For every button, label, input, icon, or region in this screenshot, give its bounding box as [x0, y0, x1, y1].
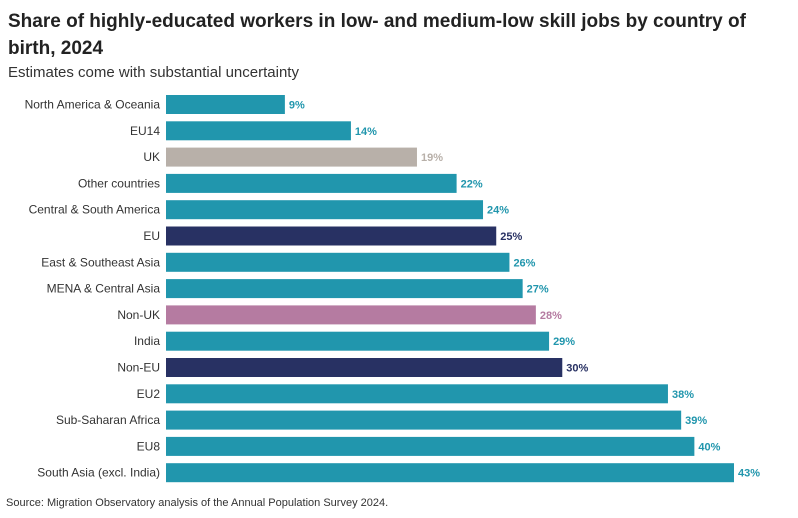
value-label-eu8: 40% [698, 441, 720, 453]
bar-eu [166, 226, 497, 246]
category-label-eu14: EU14 [130, 124, 160, 138]
value-label-india: 29% [553, 336, 575, 348]
value-label-east-southeast-asia: 26% [513, 257, 535, 269]
value-label-eu2: 38% [672, 389, 694, 401]
value-label-sub-saharan-africa: 39% [685, 415, 707, 427]
category-label-eu: EU [143, 229, 160, 243]
category-label-eu8: EU8 [137, 439, 161, 453]
bar-other-countries [166, 173, 457, 193]
category-label-eu2: EU2 [137, 387, 161, 401]
value-label-non-eu: 30% [566, 363, 588, 375]
bar-eu14 [166, 121, 351, 141]
value-label-mena-central-asia: 27% [527, 284, 549, 296]
value-label-south-asia-excl-india: 43% [738, 468, 760, 480]
chart-source: Source: Migration Observatory analysis o… [6, 497, 389, 509]
bar-south-asia-excl-india [166, 463, 734, 483]
chart-subtitle: Estimates come with substantial uncertai… [8, 64, 299, 81]
bar-north-america-oceania [166, 95, 285, 114]
bar-sub-saharan-africa [166, 410, 682, 430]
category-label-south-asia-excl-india: South Asia (excl. India) [37, 466, 160, 480]
bar-mena-central-asia [166, 279, 523, 299]
bar-central-south-america [166, 200, 484, 220]
category-label-east-southeast-asia: East & Southeast Asia [41, 255, 160, 269]
category-label-other-countries: Other countries [78, 176, 160, 190]
category-label-sub-saharan-africa: Sub-Saharan Africa [56, 413, 160, 427]
category-label-north-america-oceania: North America & Oceania [25, 98, 161, 112]
value-label-north-america-oceania: 9% [289, 100, 305, 112]
category-label-non-uk: Non-UK [117, 308, 160, 322]
category-label-non-eu: Non-EU [117, 361, 160, 375]
bar-non-uk [166, 305, 536, 325]
bar-india [166, 331, 550, 351]
bar-non-eu [166, 358, 563, 377]
value-label-central-south-america: 24% [487, 205, 509, 217]
bar-eu8 [166, 436, 695, 456]
bar-uk [166, 147, 417, 167]
value-label-eu14: 14% [355, 126, 377, 138]
bar-eu2 [166, 384, 668, 404]
value-label-non-uk: 28% [540, 310, 562, 322]
category-label-central-south-america: Central & South America [29, 203, 161, 217]
category-label-india: India [134, 334, 160, 348]
bar-east-southeast-asia [166, 252, 510, 272]
value-label-eu: 25% [500, 231, 522, 243]
category-label-uk: UK [143, 150, 160, 164]
value-label-uk: 19% [421, 152, 443, 164]
chart-title: Share of highly-educated workers in low-… [8, 11, 746, 59]
category-label-mena-central-asia: MENA & Central Asia [47, 282, 161, 296]
value-label-other-countries: 22% [461, 178, 483, 190]
